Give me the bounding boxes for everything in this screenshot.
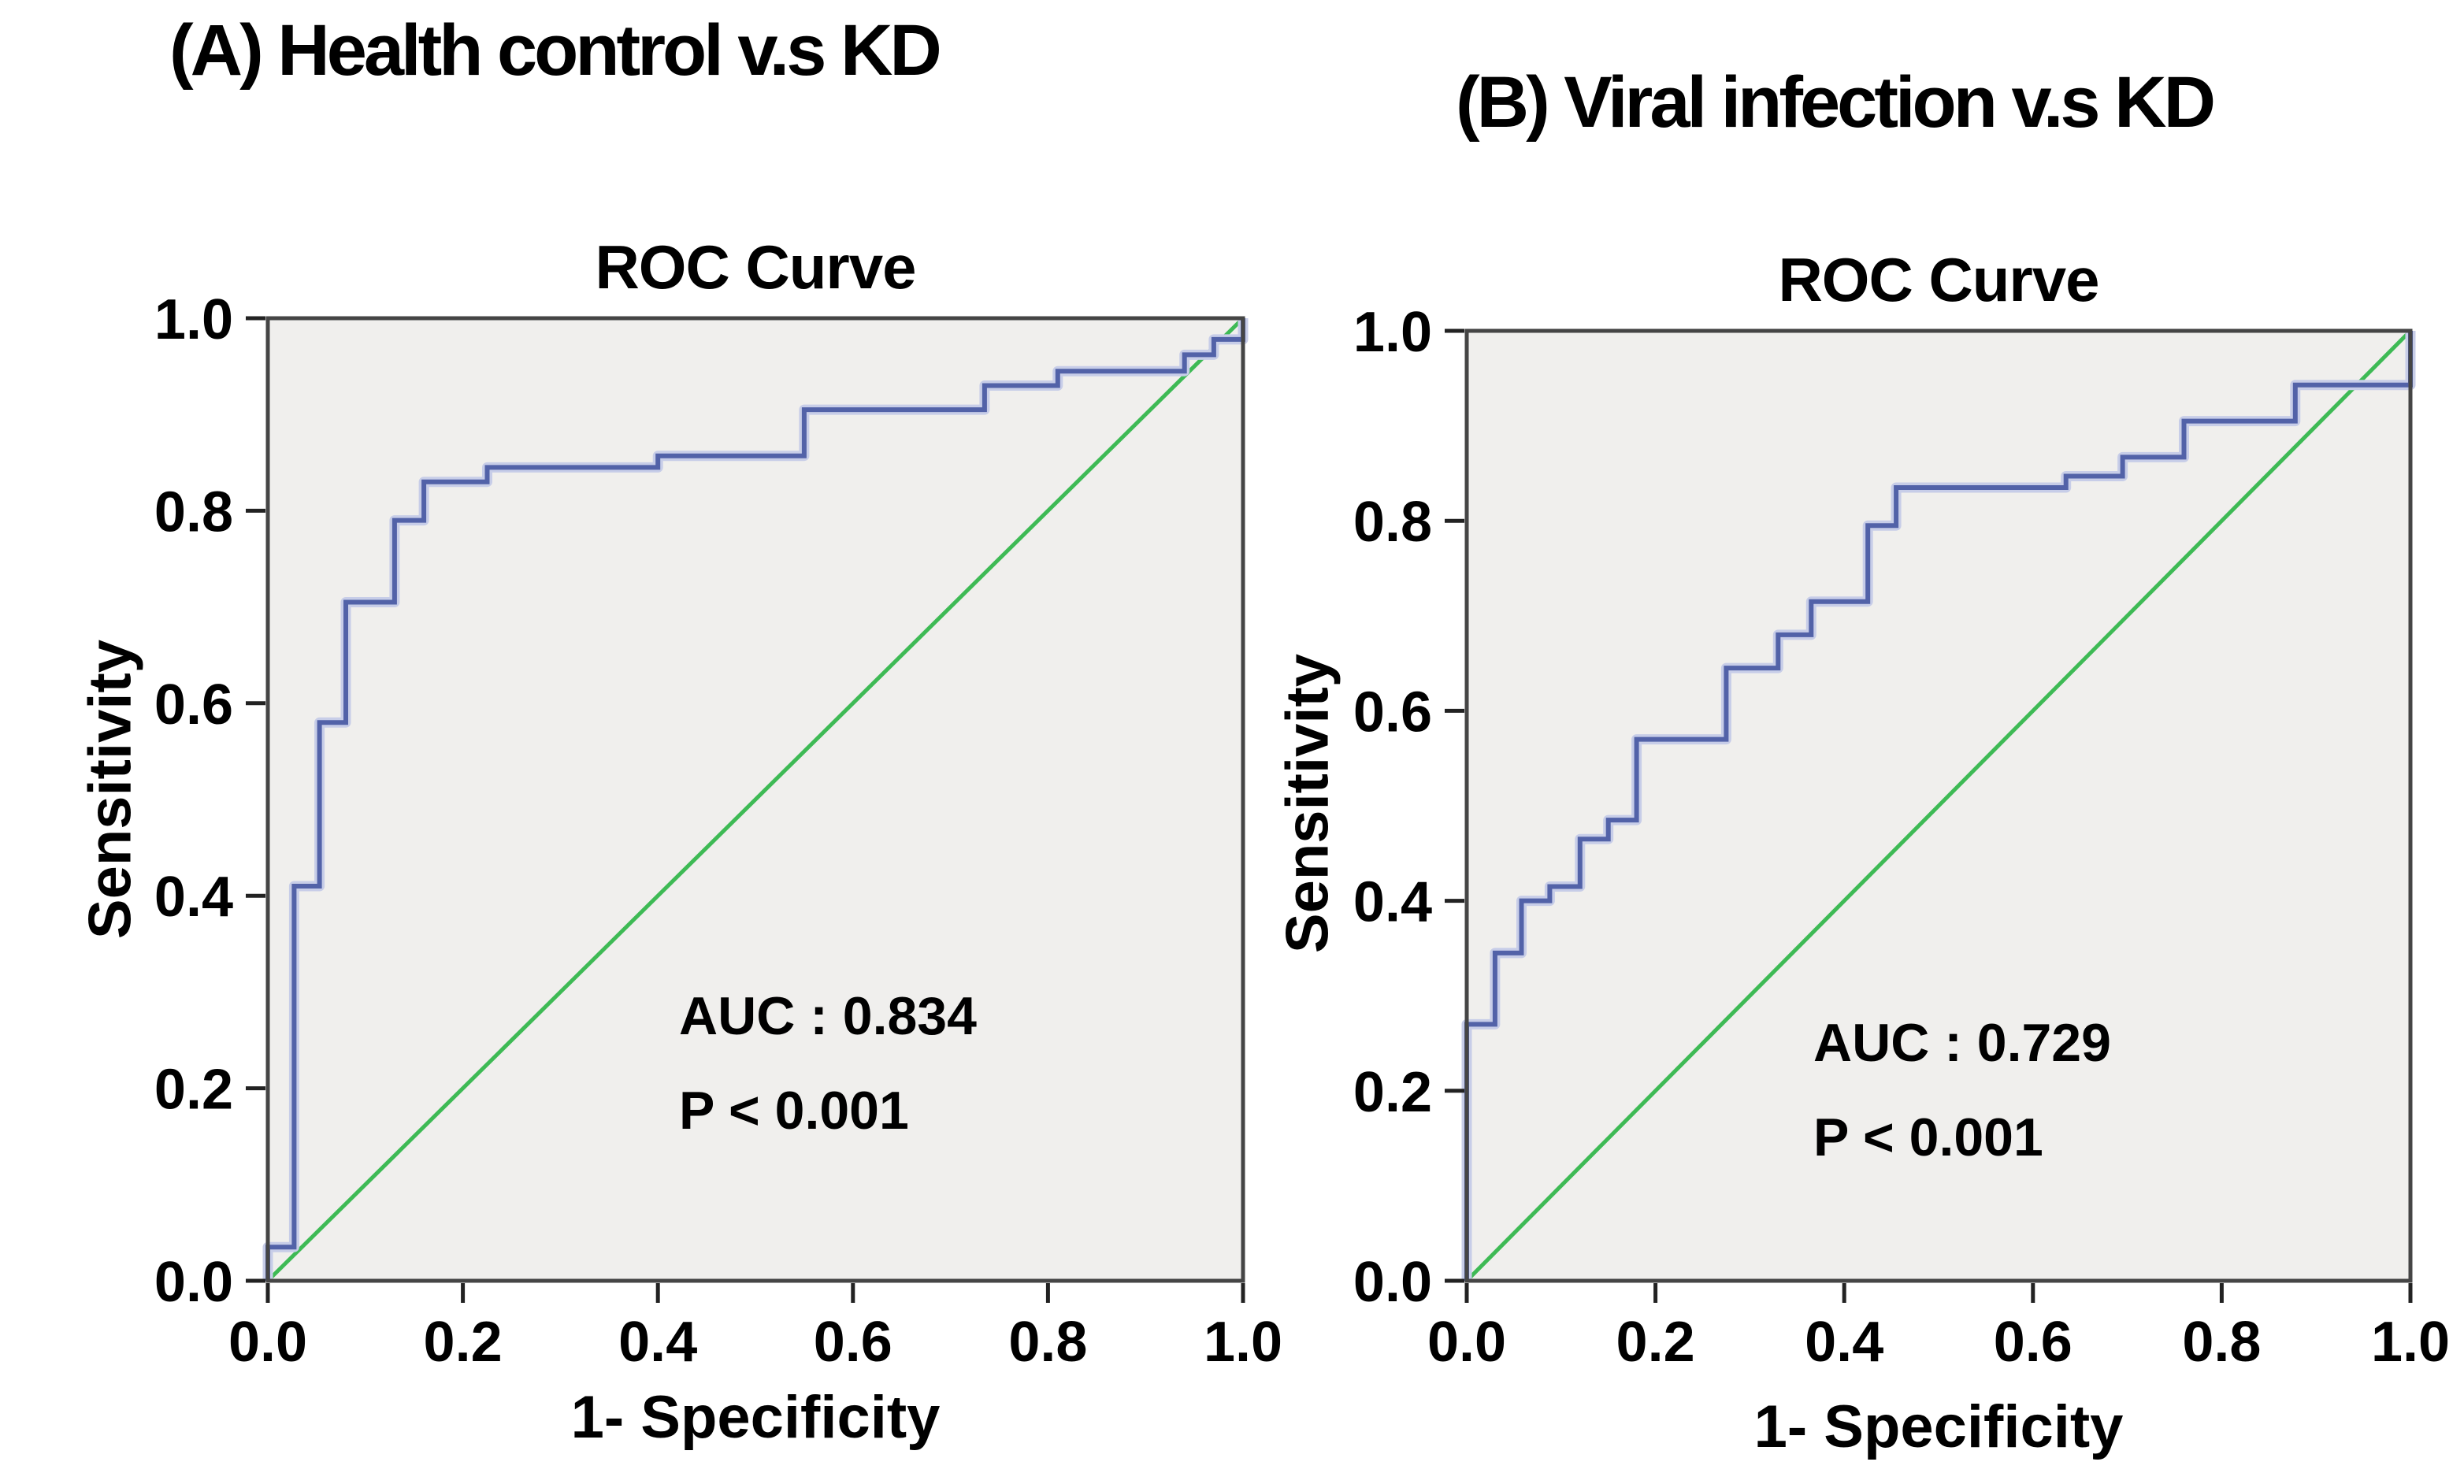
- plot-border-b: [1464, 328, 2413, 1283]
- y-tick-label: 0.8: [154, 480, 233, 544]
- roc-curve-b: [1464, 331, 2413, 1281]
- y-tick-label: 0.2: [1353, 1061, 1432, 1124]
- panel-b-p-value: P < 0.001: [1813, 1107, 2043, 1167]
- x-tick-label: 0.2: [424, 1311, 503, 1374]
- y-tick-label: 0.4: [154, 866, 233, 929]
- x-tick-label: 1.0: [2371, 1311, 2450, 1374]
- reference-line-a: [266, 317, 1245, 1282]
- panel-a-chart-title: ROC Curve: [595, 232, 916, 302]
- roc-plot-a: 0.0 0.2 0.4 0.6 0.8 1.0 0.0 0.2 0.4 0.6 0.8 1.0: [154, 288, 1282, 1374]
- plot-border-a: [265, 316, 1245, 1283]
- y-tick-label: 1.0: [154, 288, 233, 351]
- x-tick-label: 0.6: [1994, 1311, 2073, 1374]
- panel-b-chart-title: ROC Curve: [1778, 245, 2099, 314]
- panel-a-auc-value: AUC : 0.834: [679, 986, 977, 1046]
- y-tick-label: 0.6: [1353, 681, 1432, 744]
- x-tick-label: 0.4: [618, 1311, 697, 1374]
- x-tick-label: 0.4: [1805, 1311, 1883, 1374]
- panel-a-x-axis-label: 1- Specificity: [570, 1384, 941, 1451]
- y-tick-label: 0.4: [1353, 871, 1432, 934]
- panel-b-x-axis-label: 1- Specificity: [1753, 1393, 2124, 1460]
- x-tick-label: 0.8: [1008, 1311, 1087, 1374]
- panel-a-y-axis-label: Sensitivity: [76, 639, 144, 940]
- x-tick-label: 0.0: [1427, 1311, 1506, 1374]
- y-tick-label: 0.2: [154, 1059, 233, 1122]
- roc-plot-b: 0.0 0.2 0.4 0.6 0.8 1.0 0.0 0.2 0.4 0.6 0.8 1.0: [1353, 301, 2450, 1374]
- x-tick-label: 0.6: [814, 1311, 892, 1374]
- y-tick-label: 1.0: [1353, 301, 1432, 364]
- panel-b-title: (B) Viral infection v.s KD: [1456, 62, 2216, 143]
- reference-line-b: [1465, 329, 2412, 1282]
- y-tick-label: 0.0: [154, 1251, 233, 1314]
- y-tick-label: 0.8: [1353, 491, 1432, 554]
- x-tick-label: 0.0: [228, 1311, 307, 1374]
- x-tick-label: 1.0: [1204, 1311, 1282, 1374]
- x-tick-label: 0.2: [1616, 1311, 1695, 1374]
- roc-curve-a: [265, 318, 1245, 1281]
- panel-b-y-axis-label: Sensitivity: [1274, 653, 1341, 954]
- y-tick-label: 0.6: [154, 673, 233, 736]
- panel-a-p-value: P < 0.001: [679, 1081, 909, 1141]
- x-tick-label: 0.8: [2182, 1311, 2261, 1374]
- panel-b-annotation: AUC : 0.729 P < 0.001: [1813, 1016, 2111, 1164]
- panel-b-auc-value: AUC : 0.729: [1813, 1013, 2111, 1073]
- y-tick-label: 0.0: [1353, 1251, 1432, 1314]
- panel-a-title: (A) Health control v.s KD: [169, 10, 942, 91]
- panel-a-annotation: AUC : 0.834 P < 0.001: [679, 989, 977, 1137]
